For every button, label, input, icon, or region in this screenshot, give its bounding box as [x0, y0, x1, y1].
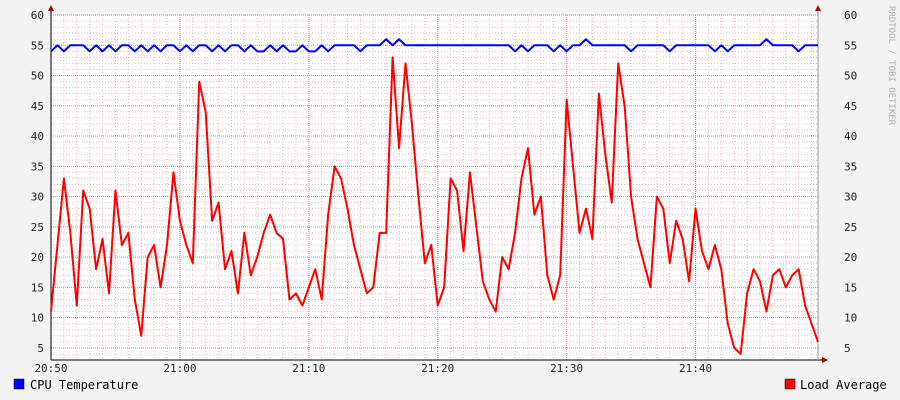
y-tick-label-right: 35 [844, 160, 857, 173]
y-tick-label-left: 25 [31, 221, 44, 234]
y-tick-label-right: 55 [844, 39, 857, 52]
y-tick-label-left: 10 [31, 312, 44, 325]
y-tick-label-left: 35 [31, 160, 44, 173]
legend-label-load-average: Load Average [800, 378, 887, 392]
y-tick-label-right: 5 [844, 342, 851, 355]
y-tick-label-right: 40 [844, 130, 857, 143]
y-tick-label-right: 25 [844, 221, 857, 234]
y-tick-label-left: 15 [31, 281, 44, 294]
y-tick-label-left: 40 [31, 130, 44, 143]
y-tick-label-left: 45 [31, 100, 44, 113]
y-tick-label-left: 20 [31, 251, 44, 264]
y-tick-label-right: 60 [844, 9, 857, 22]
series-layer [50, 38, 819, 355]
y-tick-label-right: 50 [844, 70, 857, 83]
x-tick-label: 21:40 [679, 362, 712, 375]
y-axis-arrow-right [815, 5, 821, 11]
legend-swatch-load-average [784, 378, 796, 390]
y-tick-label-right: 20 [844, 251, 857, 264]
plot-area [51, 15, 818, 360]
y-tick-label-left: 50 [31, 70, 44, 83]
y-tick-label-right: 10 [844, 312, 857, 325]
x-tick-label: 20:50 [34, 362, 67, 375]
y-tick-label-left: 55 [31, 39, 44, 52]
legend: CPU Temperature Load Average [13, 378, 887, 392]
series-line-load-average [50, 56, 819, 355]
series-line-cpu-temperature [50, 38, 818, 53]
x-tick-label: 21:20 [421, 362, 454, 375]
legend-label-cpu-temperature: CPU Temperature [30, 378, 138, 392]
x-tick-label: 21:00 [163, 362, 196, 375]
legend-swatch-cpu-temperature [13, 378, 25, 390]
y-tick-label-right: 45 [844, 100, 857, 113]
watermark-text: RRDTOOL / TOBI OETIKER [886, 6, 896, 126]
x-tick-label: 21:10 [292, 362, 325, 375]
y-tick-label-left: 30 [31, 191, 44, 204]
y-tick-label-right: 15 [844, 281, 857, 294]
y-tick-label-left: 5 [37, 342, 44, 355]
x-axis-arrow [822, 357, 828, 363]
y-axis-arrow-left [48, 5, 54, 11]
x-tick-label: 21:30 [550, 362, 583, 375]
y-tick-label-left: 60 [31, 9, 44, 22]
y-tick-label-right: 30 [844, 191, 857, 204]
